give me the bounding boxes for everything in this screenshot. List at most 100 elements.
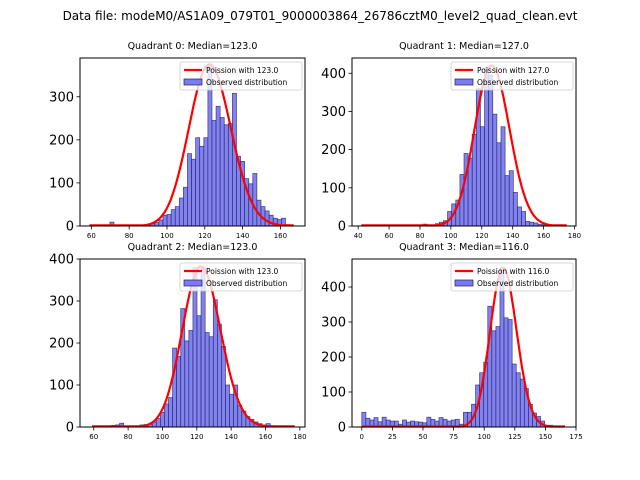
histogram-bar: [174, 206, 180, 227]
histogram-bar: [221, 346, 226, 428]
subplot-1: Quadrant 1: Median=127.0 0 100 200 300 400 40 6…: [321, 41, 581, 240]
histogram-bar: [191, 158, 196, 227]
histogram-bar: [264, 210, 270, 227]
histogram-bar: [219, 117, 225, 227]
histogram-bar: [511, 363, 517, 428]
histogram-bar: [488, 74, 494, 227]
axes-frame: [351, 258, 577, 428]
histogram-bar: [215, 105, 221, 227]
legend-label: Poission with 123.0: [206, 267, 279, 276]
histogram-bar: [184, 340, 190, 428]
x-tick-label: 40: [354, 232, 363, 240]
histogram-bar: [223, 124, 229, 227]
histogram-bar: [525, 221, 531, 227]
histogram-bar: [188, 330, 194, 428]
legend-bar-swatch: [183, 279, 203, 287]
histogram-bar: [480, 126, 485, 227]
legend: Poission with 116.0 Observed distribution: [450, 262, 574, 292]
x-tick-label: 100: [160, 232, 173, 240]
x-tick-label: 160: [274, 232, 287, 240]
x-tick-label: 175: [569, 433, 582, 441]
legend-box: [450, 262, 574, 292]
y-tick-label: 100: [321, 386, 346, 401]
legend: Poission with 127.0 Observed distribution: [450, 61, 574, 91]
histogram-bar: [164, 403, 169, 428]
x-tick-label: 160: [259, 433, 272, 441]
y-tick-label: 200: [321, 351, 346, 366]
histogram-bar: [158, 219, 164, 227]
histogram-bar: [187, 153, 192, 227]
histogram-bar: [178, 197, 184, 227]
histogram-bar: [500, 126, 506, 227]
legend-label: Poission with 116.0: [477, 267, 550, 276]
legend-box: [179, 262, 303, 292]
histogram-bar: [492, 113, 498, 227]
histogram-bar: [208, 336, 214, 428]
histogram-bar: [154, 222, 160, 227]
x-tick-label: 100: [444, 232, 457, 240]
histogram-bar: [495, 326, 501, 428]
legend-label: Observed distribution: [206, 78, 287, 87]
x-tick-label: 0: [360, 433, 364, 441]
y-tick-label: 200: [49, 337, 74, 352]
axes-frame: [351, 57, 577, 227]
histogram-bar: [212, 299, 218, 428]
y-tick-label: 200: [49, 133, 74, 148]
histogram-bar: [203, 137, 209, 227]
x-tick-label: 80: [416, 232, 425, 240]
histogram-bar: [471, 134, 477, 227]
x-tick-label: 140: [506, 232, 519, 240]
x-tick-label: 25: [388, 433, 397, 441]
histogram-bar: [361, 411, 367, 428]
y-tick-label: 100: [321, 181, 346, 196]
histogram-bar: [499, 267, 505, 428]
histogram-bar: [515, 372, 521, 428]
histogram-bar: [521, 211, 526, 227]
x-tick-label: 125: [508, 433, 521, 441]
subplot-title: Quadrant 0: Median=123.0: [128, 41, 258, 52]
histogram-bar: [503, 317, 509, 428]
histogram-bar: [491, 330, 497, 428]
histogram-bar: [496, 142, 502, 227]
axes-frame: [79, 57, 306, 227]
legend: Poission with 123.0 Observed distribution: [179, 61, 303, 91]
subplot-title: Quadrant 3: Median=116.0: [399, 242, 529, 253]
poisson-fit-line: [361, 266, 565, 428]
poisson-fit-line: [89, 63, 294, 227]
x-tick-label: 75: [449, 433, 458, 441]
y-tick-label: 400: [321, 281, 346, 296]
histogram-bar: [507, 319, 513, 428]
x-tick-label: 60: [89, 433, 98, 441]
histogram-bar: [195, 137, 201, 227]
legend-label: Observed distribution: [477, 279, 558, 288]
legend-box: [450, 61, 574, 91]
histogram-bar: [166, 214, 172, 227]
histogram-bar: [160, 411, 165, 428]
x-tick-label: 120: [475, 232, 488, 240]
x-tick-label: 60: [87, 232, 96, 240]
legend-box: [179, 61, 303, 91]
x-tick-label: 140: [236, 232, 249, 240]
histogram-bar: [170, 209, 176, 227]
histogram-bar: [199, 145, 205, 227]
x-tick-label: 120: [190, 433, 203, 441]
y-tick-label: 100: [49, 379, 74, 394]
subplot-0: Quadrant 0: Median=123.0 0 100 200 300 60 80 10…: [49, 41, 306, 240]
legend-label: Poission with 123.0: [206, 66, 279, 75]
y-tick-label: 100: [49, 176, 74, 191]
histogram-bar: [504, 175, 510, 227]
legend-label: Observed distribution: [477, 78, 558, 87]
legend-bar-swatch: [183, 78, 203, 86]
y-tick-label: 0: [66, 421, 74, 436]
y-tick-label: 400: [49, 253, 74, 268]
histogram-bar: [204, 332, 210, 428]
histogram-bar: [183, 186, 188, 227]
legend-bar-swatch: [454, 279, 474, 287]
histogram-bar: [252, 173, 258, 227]
y-tick-label: 0: [66, 220, 74, 235]
histogram-bar: [196, 315, 202, 428]
x-tick-label: 180: [293, 433, 306, 441]
histogram-bar: [217, 323, 222, 428]
y-tick-label: 0: [338, 220, 346, 235]
histogram-bar: [232, 92, 237, 227]
